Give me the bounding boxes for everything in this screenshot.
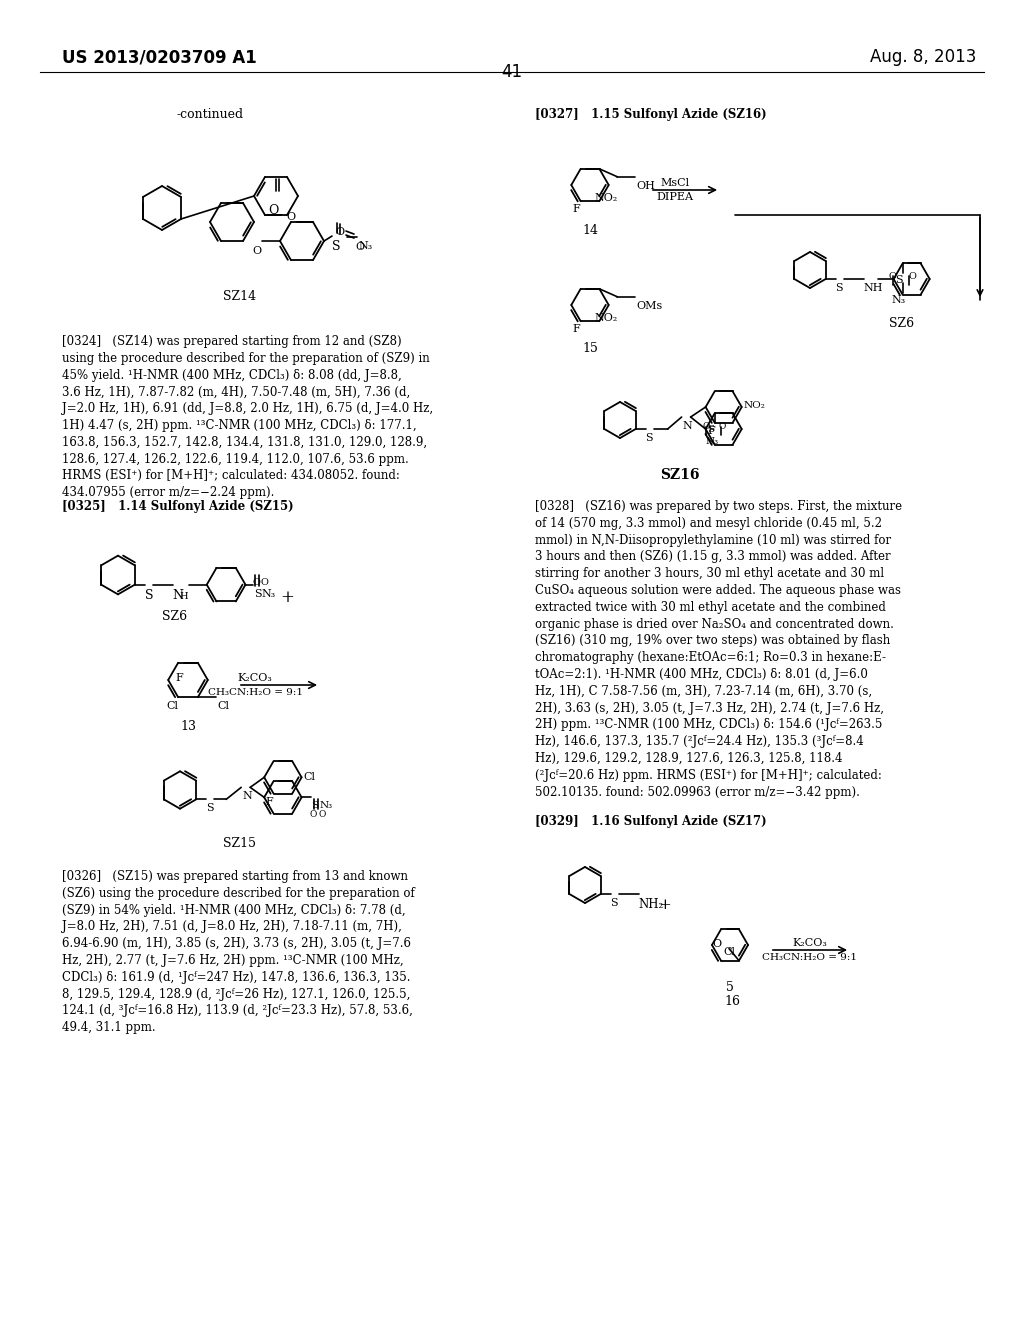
Text: Cl: Cl bbox=[166, 701, 178, 711]
Text: [0325]   1.14 Sulfonyl Azide (SZ15): [0325] 1.14 Sulfonyl Azide (SZ15) bbox=[62, 500, 294, 513]
Text: S: S bbox=[610, 898, 618, 908]
Text: O: O bbox=[719, 422, 726, 432]
Text: DIPEA: DIPEA bbox=[656, 191, 693, 202]
Text: CH₃CN:H₂O = 9:1: CH₃CN:H₂O = 9:1 bbox=[208, 688, 302, 697]
Text: 41: 41 bbox=[502, 63, 522, 81]
Text: [0329]   1.16 Sulfonyl Azide (SZ17): [0329] 1.16 Sulfonyl Azide (SZ17) bbox=[535, 814, 767, 828]
Text: [0326]   (SZ15) was prepared starting from 13 and known
(SZ6) using the procedur: [0326] (SZ15) was prepared starting from… bbox=[62, 870, 415, 1034]
Text: Cl: Cl bbox=[303, 772, 315, 783]
Text: SZ6: SZ6 bbox=[889, 317, 914, 330]
Text: K₂CO₃: K₂CO₃ bbox=[793, 939, 827, 948]
Text: OMs: OMs bbox=[636, 301, 663, 310]
Text: US 2013/0203709 A1: US 2013/0203709 A1 bbox=[62, 48, 257, 66]
Text: K₂CO₃: K₂CO₃ bbox=[238, 673, 272, 682]
Text: S: S bbox=[708, 425, 714, 434]
Text: OH: OH bbox=[636, 181, 655, 191]
Text: NH₂: NH₂ bbox=[639, 898, 664, 911]
Text: S: S bbox=[311, 801, 318, 810]
Text: O: O bbox=[889, 272, 897, 281]
Text: F: F bbox=[572, 325, 581, 334]
Text: O: O bbox=[309, 810, 317, 820]
Text: F: F bbox=[572, 205, 581, 214]
Text: O: O bbox=[702, 422, 710, 432]
Text: [0324]   (SZ14) was prepared starting from 12 and (SZ8)
using the procedure desc: [0324] (SZ14) was prepared starting from… bbox=[62, 335, 433, 499]
Text: O: O bbox=[908, 272, 916, 281]
Text: [0328]   (SZ16) was prepared by two steps. First, the mixture
of 14 (570 mg, 3.3: [0328] (SZ16) was prepared by two steps.… bbox=[535, 500, 902, 799]
Text: O: O bbox=[268, 205, 279, 216]
Text: S: S bbox=[895, 276, 902, 285]
Text: F: F bbox=[708, 425, 716, 436]
Text: -continued: -continued bbox=[176, 108, 244, 121]
Text: Cl: Cl bbox=[217, 701, 229, 711]
Text: S: S bbox=[332, 240, 341, 253]
Text: S: S bbox=[255, 589, 262, 599]
Text: N₃: N₃ bbox=[892, 296, 906, 305]
Text: SZ16: SZ16 bbox=[660, 469, 699, 482]
Text: +: + bbox=[658, 898, 672, 912]
Text: O: O bbox=[713, 940, 722, 949]
Text: N₃: N₃ bbox=[358, 242, 373, 251]
Text: 15: 15 bbox=[582, 342, 598, 355]
Text: S: S bbox=[206, 804, 214, 813]
Text: S: S bbox=[645, 433, 653, 444]
Text: O: O bbox=[252, 246, 261, 256]
Text: N₃: N₃ bbox=[319, 801, 333, 810]
Text: O: O bbox=[260, 578, 268, 586]
Text: H: H bbox=[180, 591, 188, 601]
Text: S: S bbox=[836, 282, 843, 293]
Text: SZ15: SZ15 bbox=[223, 837, 256, 850]
Text: Aug. 8, 2013: Aug. 8, 2013 bbox=[870, 48, 976, 66]
Text: Cl: Cl bbox=[723, 946, 735, 957]
Text: NO₂: NO₂ bbox=[594, 193, 617, 203]
Text: 5: 5 bbox=[726, 981, 734, 994]
Text: O: O bbox=[253, 578, 260, 586]
Text: O: O bbox=[335, 227, 344, 238]
Text: MsCl: MsCl bbox=[660, 178, 689, 187]
Text: F: F bbox=[265, 796, 273, 807]
Text: 13: 13 bbox=[180, 719, 196, 733]
Text: [0327]   1.15 Sulfonyl Azide (SZ16): [0327] 1.15 Sulfonyl Azide (SZ16) bbox=[535, 108, 767, 121]
Text: N: N bbox=[683, 421, 692, 432]
Text: 14: 14 bbox=[582, 223, 598, 236]
Text: 16: 16 bbox=[724, 995, 740, 1008]
Text: +: + bbox=[281, 589, 294, 606]
Text: S: S bbox=[144, 589, 154, 602]
Text: F: F bbox=[175, 673, 183, 682]
Text: CH₃CN:H₂O = 9:1: CH₃CN:H₂O = 9:1 bbox=[763, 953, 857, 962]
Text: SZ14: SZ14 bbox=[223, 290, 257, 304]
Text: N₃: N₃ bbox=[261, 589, 275, 599]
Text: N: N bbox=[173, 589, 183, 602]
Text: NO₂: NO₂ bbox=[743, 401, 766, 411]
Text: SZ6: SZ6 bbox=[162, 610, 187, 623]
Text: O: O bbox=[286, 211, 295, 222]
Text: NO₂: NO₂ bbox=[594, 313, 617, 323]
Text: O: O bbox=[355, 242, 365, 252]
Text: N: N bbox=[243, 792, 252, 801]
Text: O: O bbox=[318, 810, 326, 820]
Text: NH: NH bbox=[863, 282, 883, 293]
Text: N₃: N₃ bbox=[706, 437, 718, 446]
